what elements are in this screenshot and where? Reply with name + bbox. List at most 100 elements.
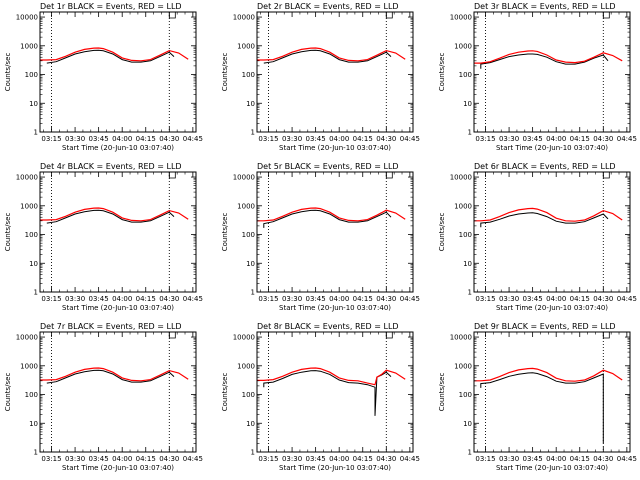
y-tick-label: 10 [463,100,472,108]
plot-frame [473,331,631,453]
y-tick-label: 10 [246,100,255,108]
x-tick-label: 04:15 [353,455,373,463]
lld-series-line [40,47,189,62]
events-series-line [480,372,604,444]
x-tick-label: 03:15 [475,455,495,463]
x-axis-label: Start Time (20-Jun-10 03:07:40) [62,304,174,312]
x-tick-label: 04:15 [570,295,590,303]
x-axis-label: Start Time (20-Jun-10 03:07:40) [279,304,391,312]
x-tick-label: 03:45 [523,295,543,303]
y-tick-label: 10 [463,260,472,268]
y-axis-label: Counts/sec [221,373,229,412]
y-tick-label: 10000 [16,334,38,342]
x-tick-label: 04:15 [136,295,156,303]
x-tick-label: 03:15 [41,455,61,463]
plot-frame [256,171,414,293]
x-axis-label: Start Time (20-Jun-10 03:07:40) [62,144,174,152]
x-tick-label: 03:45 [523,135,543,143]
y-tick-label: 100 [459,231,472,239]
x-tick-label: 04:30 [159,295,179,303]
y-tick-label: 10 [246,420,255,428]
y-tick-label: 100 [242,231,255,239]
plot-frame [256,331,414,453]
x-tick-label: 03:15 [258,135,278,143]
y-axis-label: Counts/sec [4,373,12,412]
y-tick-label: 100 [25,231,38,239]
panel-title: Det 2r BLACK = Events, RED = LLD [257,2,399,11]
detector-panel: Det 2r BLACK = Events, RED = LLD 1 10 100 10… [221,2,420,152]
x-tick-label: 04:45 [183,135,203,143]
x-tick-label: 03:15 [475,295,495,303]
detector-panel: Det 9r BLACK = Events, RED = LLD 1 10 100 10… [438,322,637,472]
detector-panel: Det 8r BLACK = Events, RED = LLD 1 10 100 10… [221,322,420,472]
panel-title: Det 1r BLACK = Events, RED = LLD [40,2,182,11]
y-tick-label: 10000 [16,14,38,22]
y-tick-label: 10 [463,420,472,428]
x-tick-label: 04:00 [329,135,349,143]
lld-series-line [474,367,623,382]
x-tick-label: 04:45 [400,455,420,463]
y-tick-label: 1000 [20,362,38,370]
y-tick-label: 1000 [20,202,38,210]
x-tick-label: 04:30 [376,135,396,143]
x-axis-label: Start Time (20-Jun-10 03:07:40) [279,464,391,472]
y-axis-label: Counts/sec [438,213,446,252]
plot-frame [473,171,631,293]
x-tick-label: 03:45 [306,295,326,303]
events-series-line [46,369,175,384]
lld-series-line [257,47,406,62]
detector-panel: Det 5r BLACK = Events, RED = LLD 1 10 100 10… [221,162,420,312]
events-series-line [263,49,392,64]
y-tick-label: 1000 [454,42,472,50]
x-tick-label: 04:30 [376,455,396,463]
x-tick-label: 03:15 [41,295,61,303]
x-tick-label: 03:45 [306,135,326,143]
y-tick-label: 1 [468,449,472,457]
panel-title: Det 8r BLACK = Events, RED = LLD [257,322,399,331]
plot-frame [39,171,197,293]
x-tick-label: 04:45 [617,455,637,463]
x-tick-label: 04:15 [353,135,373,143]
x-tick-label: 04:45 [183,295,203,303]
x-tick-label: 04:45 [617,135,637,143]
y-tick-label: 10 [29,260,38,268]
y-axis-label: Counts/sec [438,373,446,412]
x-tick-label: 04:15 [570,135,590,143]
events-series-line [263,370,392,416]
x-tick-label: 03:30 [282,455,302,463]
x-tick-label: 04:45 [183,455,203,463]
x-tick-label: 03:15 [258,295,278,303]
x-tick-label: 04:30 [593,135,613,143]
x-tick-label: 04:00 [546,295,566,303]
x-tick-label: 04:30 [376,295,396,303]
x-axis-label: Start Time (20-Jun-10 03:07:40) [496,304,608,312]
x-tick-label: 03:30 [65,295,85,303]
y-tick-label: 100 [459,391,472,399]
y-tick-label: 1 [468,129,472,137]
x-axis-label: Start Time (20-Jun-10 03:07:40) [496,144,608,152]
panel-title: Det 7r BLACK = Events, RED = LLD [40,322,182,331]
y-tick-label: 1000 [237,42,255,50]
x-tick-label: 04:30 [159,455,179,463]
x-tick-label: 04:45 [400,135,420,143]
x-tick-label: 04:00 [112,295,132,303]
x-tick-label: 03:45 [89,295,109,303]
y-tick-label: 1 [34,129,38,137]
x-tick-label: 03:45 [89,455,109,463]
y-axis-label: Counts/sec [221,213,229,252]
x-tick-label: 04:00 [112,455,132,463]
y-tick-label: 10000 [450,14,472,22]
x-tick-label: 03:30 [282,135,302,143]
x-tick-label: 03:45 [523,455,543,463]
x-tick-label: 04:00 [546,455,566,463]
events-series-line [263,209,392,228]
plot-frame [256,11,414,133]
plot-frame [473,11,631,133]
x-tick-label: 03:30 [499,455,519,463]
plot-frame [39,11,197,133]
x-tick-label: 04:30 [593,455,613,463]
x-tick-label: 04:00 [546,135,566,143]
lld-series-line [257,367,406,386]
